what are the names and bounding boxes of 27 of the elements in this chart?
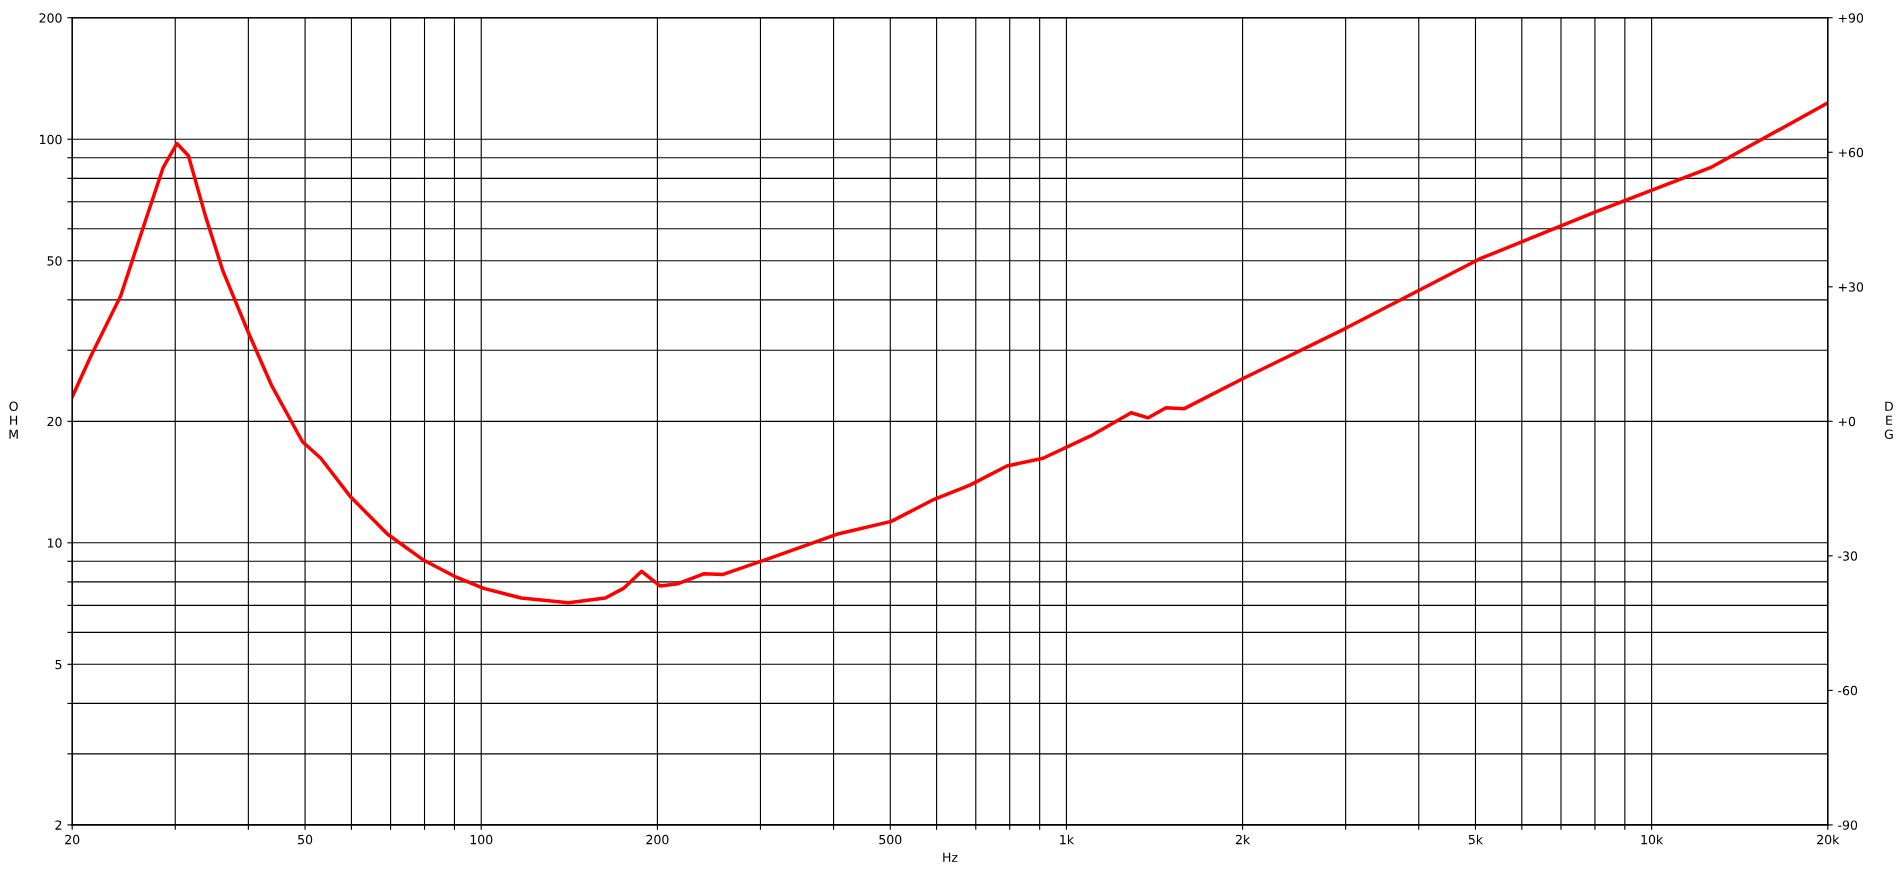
y-tick-label: 5 (55, 659, 62, 670)
x-tick-label: 5k (1468, 834, 1484, 845)
y-tick-label: 20 (47, 416, 62, 427)
x-axis-title: Hz (943, 852, 958, 862)
x-tick-label: 10k (1641, 834, 1664, 845)
y2-tick-label: +30 (1838, 282, 1864, 292)
x-tick-label: 20k (1817, 834, 1840, 845)
x-tick-label: 50 (298, 834, 313, 845)
y2-tick-label: +60 (1838, 147, 1864, 158)
x-tick-label: 200 (646, 834, 669, 845)
y2-tick-label: -60 (1838, 685, 1858, 696)
y-tick-label: 50 (47, 256, 62, 266)
y-tick-label: 2 (55, 820, 62, 830)
y2-tick-label: +90 (1838, 13, 1864, 23)
x-tick-label: 100 (470, 834, 493, 845)
x-tick-label: 1k (1060, 834, 1074, 845)
y2-tick-label: -30 (1838, 551, 1858, 561)
x-tick-label: 500 (879, 834, 902, 845)
x-tick-label: 2k (1235, 834, 1251, 845)
y-tick-label: 200 (39, 13, 62, 23)
x-tick-label: 20 (65, 834, 80, 845)
y2-axis-title: DEG (1884, 401, 1893, 439)
y-tick-label: 100 (39, 134, 62, 145)
y2-tick-label: -90 (1838, 820, 1858, 830)
y-tick-label: 10 (47, 538, 62, 548)
y-axis-title: OHM (9, 401, 18, 439)
y2-tick-label: +0 (1838, 416, 1856, 427)
